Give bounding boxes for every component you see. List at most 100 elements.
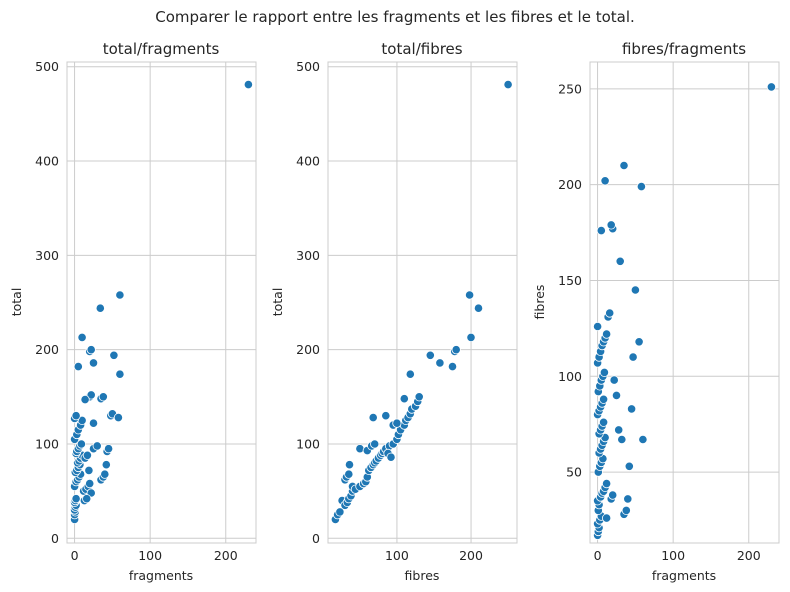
data-point (608, 490, 618, 500)
y-tick-label: 400 (296, 154, 320, 169)
subplot-title: fibres/fragments (622, 40, 746, 58)
data-point (630, 285, 641, 295)
x-tick-label: 200 (737, 548, 761, 563)
data-point (82, 450, 93, 460)
data-point (638, 434, 648, 445)
data-point (243, 80, 253, 90)
data-point (71, 494, 81, 504)
data-point (623, 494, 633, 504)
data-point (619, 160, 629, 171)
data-point (115, 290, 125, 300)
data-point (599, 367, 610, 377)
data-point (596, 226, 606, 236)
data-point (86, 390, 96, 400)
y-tick-label: 100 (296, 436, 320, 451)
data-point (598, 394, 609, 404)
y-tick-label: 200 (558, 177, 582, 192)
data-point (368, 412, 378, 423)
data-point (115, 369, 125, 379)
data-point (88, 418, 99, 428)
y-tick-label: 500 (35, 59, 59, 74)
data-point (447, 361, 458, 372)
subplot-title: total/fibres (381, 40, 462, 58)
y-tick-label: 300 (35, 248, 59, 263)
data-point (98, 392, 108, 402)
data-point (386, 452, 396, 462)
data-point (606, 220, 616, 230)
y-tick-label: 100 (558, 369, 582, 384)
data-point (77, 332, 87, 342)
x-tick-label: 0 (71, 548, 79, 563)
y-tick-label: 200 (35, 342, 59, 357)
data-point (605, 308, 615, 318)
y-tick-label: 400 (35, 154, 59, 169)
x-tick-label: 100 (138, 548, 162, 563)
x-axis-label: fibres (405, 568, 440, 583)
data-point (466, 332, 476, 342)
data-point (614, 425, 624, 435)
data-point (104, 444, 114, 454)
y-axis-label: total (270, 288, 285, 317)
data-point (101, 460, 111, 470)
x-tick-label: 100 (385, 548, 409, 563)
data-point (473, 303, 484, 313)
subplot-fibres-fragments: fibres/fragments fragments fibres 0 100 20… (532, 40, 780, 583)
data-point (601, 513, 612, 523)
y-tick-label: 300 (296, 248, 320, 263)
data-point (405, 369, 415, 379)
x-tick-label: 200 (459, 548, 483, 563)
data-point (600, 176, 610, 186)
axes-frame (66, 61, 257, 544)
data-point (82, 494, 92, 504)
data-point (344, 469, 354, 479)
y-tick-label: 250 (558, 81, 582, 96)
x-tick-label: 100 (661, 548, 685, 563)
data-point (80, 394, 90, 405)
data-point (601, 329, 612, 339)
x-axis-label: fragments (652, 568, 716, 583)
data-point (624, 461, 634, 471)
data-point (435, 358, 445, 368)
data-point (88, 358, 99, 368)
data-point (617, 434, 627, 445)
data-point (601, 478, 612, 489)
data-point (370, 439, 380, 449)
data-point (335, 507, 345, 517)
subplot-total-fibres: total/fibres fibres total 100 200 0 100 200 3… (270, 40, 518, 583)
x-axis-label: fragments (129, 568, 193, 583)
data-point (344, 460, 355, 470)
data-point (92, 441, 102, 451)
data-point (503, 80, 513, 90)
data-point (636, 182, 647, 192)
data-point (425, 350, 435, 360)
data-point (113, 412, 124, 423)
data-point (628, 352, 638, 362)
data-point (626, 404, 637, 414)
data-point (84, 465, 94, 475)
data-point (381, 411, 391, 421)
axes-frame (327, 61, 518, 544)
y-tick-label: 100 (35, 436, 59, 451)
data-point (95, 303, 105, 313)
data-point (592, 321, 603, 332)
data-point (621, 505, 631, 515)
subplot-title: total/fragments (103, 40, 220, 58)
data-point (451, 345, 461, 355)
y-tick-label: 0 (51, 531, 59, 546)
data-point (634, 337, 644, 347)
data-point (611, 390, 622, 400)
y-tick-label: 200 (296, 342, 320, 357)
data-point (615, 256, 625, 266)
data-point (85, 478, 95, 489)
y-tick-label: 0 (312, 531, 320, 546)
y-axis-label: total (9, 288, 24, 317)
data-point (766, 82, 777, 92)
data-point (609, 375, 619, 385)
y-tick-label: 50 (566, 465, 582, 480)
x-tick-label: 200 (214, 548, 238, 563)
data-point (109, 350, 119, 360)
data-point (414, 392, 424, 402)
data-point (399, 394, 409, 404)
y-tick-label: 500 (296, 59, 320, 74)
